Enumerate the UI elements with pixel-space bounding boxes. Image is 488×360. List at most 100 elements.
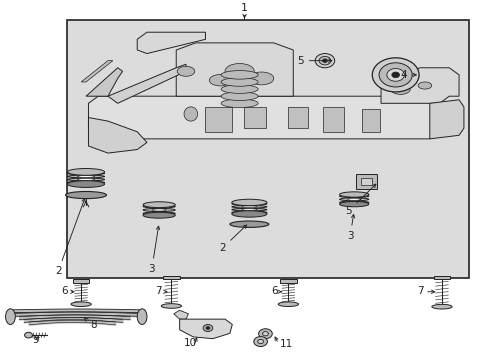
Text: 10: 10 bbox=[183, 338, 196, 348]
Ellipse shape bbox=[143, 212, 175, 218]
Ellipse shape bbox=[231, 211, 266, 214]
Ellipse shape bbox=[71, 302, 91, 306]
Ellipse shape bbox=[143, 202, 175, 208]
Circle shape bbox=[322, 59, 327, 62]
Ellipse shape bbox=[209, 75, 230, 86]
Ellipse shape bbox=[221, 78, 258, 86]
Ellipse shape bbox=[231, 208, 266, 211]
Bar bbox=[355, 175, 376, 189]
Circle shape bbox=[391, 72, 399, 78]
Text: 2: 2 bbox=[55, 199, 85, 276]
Polygon shape bbox=[86, 68, 122, 96]
Text: 11: 11 bbox=[279, 339, 292, 349]
Bar bbox=[288, 107, 307, 128]
Ellipse shape bbox=[143, 205, 175, 208]
Ellipse shape bbox=[152, 209, 166, 211]
Bar bbox=[280, 279, 296, 283]
Ellipse shape bbox=[161, 304, 181, 308]
Ellipse shape bbox=[77, 179, 95, 180]
Bar bbox=[66, 20, 468, 278]
Ellipse shape bbox=[231, 206, 266, 208]
Ellipse shape bbox=[67, 178, 104, 181]
Circle shape bbox=[386, 68, 404, 81]
Circle shape bbox=[378, 63, 411, 87]
Polygon shape bbox=[108, 64, 185, 103]
Ellipse shape bbox=[241, 206, 257, 208]
Text: 6: 6 bbox=[61, 286, 68, 296]
Ellipse shape bbox=[229, 221, 268, 228]
Polygon shape bbox=[380, 68, 458, 103]
Polygon shape bbox=[179, 319, 232, 339]
Circle shape bbox=[253, 337, 267, 347]
Ellipse shape bbox=[137, 309, 147, 324]
Ellipse shape bbox=[249, 72, 273, 85]
Text: 1: 1 bbox=[241, 3, 247, 13]
Ellipse shape bbox=[241, 209, 257, 211]
Ellipse shape bbox=[221, 99, 258, 108]
Ellipse shape bbox=[65, 192, 106, 199]
Text: 3: 3 bbox=[346, 215, 354, 240]
Circle shape bbox=[205, 327, 209, 329]
Ellipse shape bbox=[224, 63, 254, 79]
Ellipse shape bbox=[339, 195, 368, 198]
Bar bbox=[205, 107, 232, 132]
Ellipse shape bbox=[143, 208, 175, 212]
Ellipse shape bbox=[221, 85, 258, 93]
Ellipse shape bbox=[231, 203, 266, 205]
Text: 8: 8 bbox=[84, 318, 97, 330]
Circle shape bbox=[258, 329, 272, 339]
Ellipse shape bbox=[67, 181, 104, 184]
Ellipse shape bbox=[241, 203, 257, 205]
Polygon shape bbox=[173, 310, 188, 319]
Ellipse shape bbox=[339, 201, 368, 204]
Polygon shape bbox=[429, 100, 463, 139]
Ellipse shape bbox=[67, 181, 104, 188]
Ellipse shape bbox=[278, 302, 298, 306]
Text: 5: 5 bbox=[297, 56, 331, 66]
Ellipse shape bbox=[143, 212, 175, 215]
Ellipse shape bbox=[177, 66, 194, 76]
Bar bbox=[360, 178, 371, 185]
Ellipse shape bbox=[152, 212, 166, 215]
Ellipse shape bbox=[67, 168, 104, 175]
Bar bbox=[361, 109, 379, 132]
Ellipse shape bbox=[221, 71, 258, 79]
Ellipse shape bbox=[390, 84, 409, 94]
Ellipse shape bbox=[346, 202, 360, 203]
Ellipse shape bbox=[152, 206, 166, 207]
Ellipse shape bbox=[221, 92, 258, 100]
Ellipse shape bbox=[241, 212, 257, 213]
Polygon shape bbox=[137, 32, 205, 54]
Polygon shape bbox=[88, 117, 147, 153]
Text: 4: 4 bbox=[400, 70, 415, 80]
Text: 6: 6 bbox=[270, 286, 277, 296]
Circle shape bbox=[262, 332, 268, 336]
Ellipse shape bbox=[77, 182, 95, 184]
Ellipse shape bbox=[346, 198, 360, 200]
Circle shape bbox=[319, 57, 330, 65]
Circle shape bbox=[315, 54, 334, 68]
Bar bbox=[73, 279, 89, 283]
Ellipse shape bbox=[77, 176, 95, 177]
Ellipse shape bbox=[339, 192, 368, 197]
Ellipse shape bbox=[67, 172, 104, 175]
Text: 9: 9 bbox=[32, 335, 39, 345]
Circle shape bbox=[203, 324, 212, 332]
Ellipse shape bbox=[339, 198, 368, 201]
Text: 3: 3 bbox=[148, 226, 160, 274]
Bar bbox=[322, 107, 344, 132]
Bar bbox=[163, 276, 179, 279]
Ellipse shape bbox=[346, 195, 360, 197]
Ellipse shape bbox=[231, 199, 266, 206]
Ellipse shape bbox=[231, 211, 266, 217]
Text: 7: 7 bbox=[155, 286, 161, 296]
Bar bbox=[433, 276, 449, 279]
Polygon shape bbox=[88, 96, 439, 139]
Circle shape bbox=[24, 332, 32, 338]
Ellipse shape bbox=[67, 175, 104, 178]
Polygon shape bbox=[176, 43, 293, 96]
Text: 7: 7 bbox=[416, 286, 423, 296]
Ellipse shape bbox=[339, 202, 368, 207]
Ellipse shape bbox=[77, 172, 95, 174]
Ellipse shape bbox=[417, 82, 431, 89]
